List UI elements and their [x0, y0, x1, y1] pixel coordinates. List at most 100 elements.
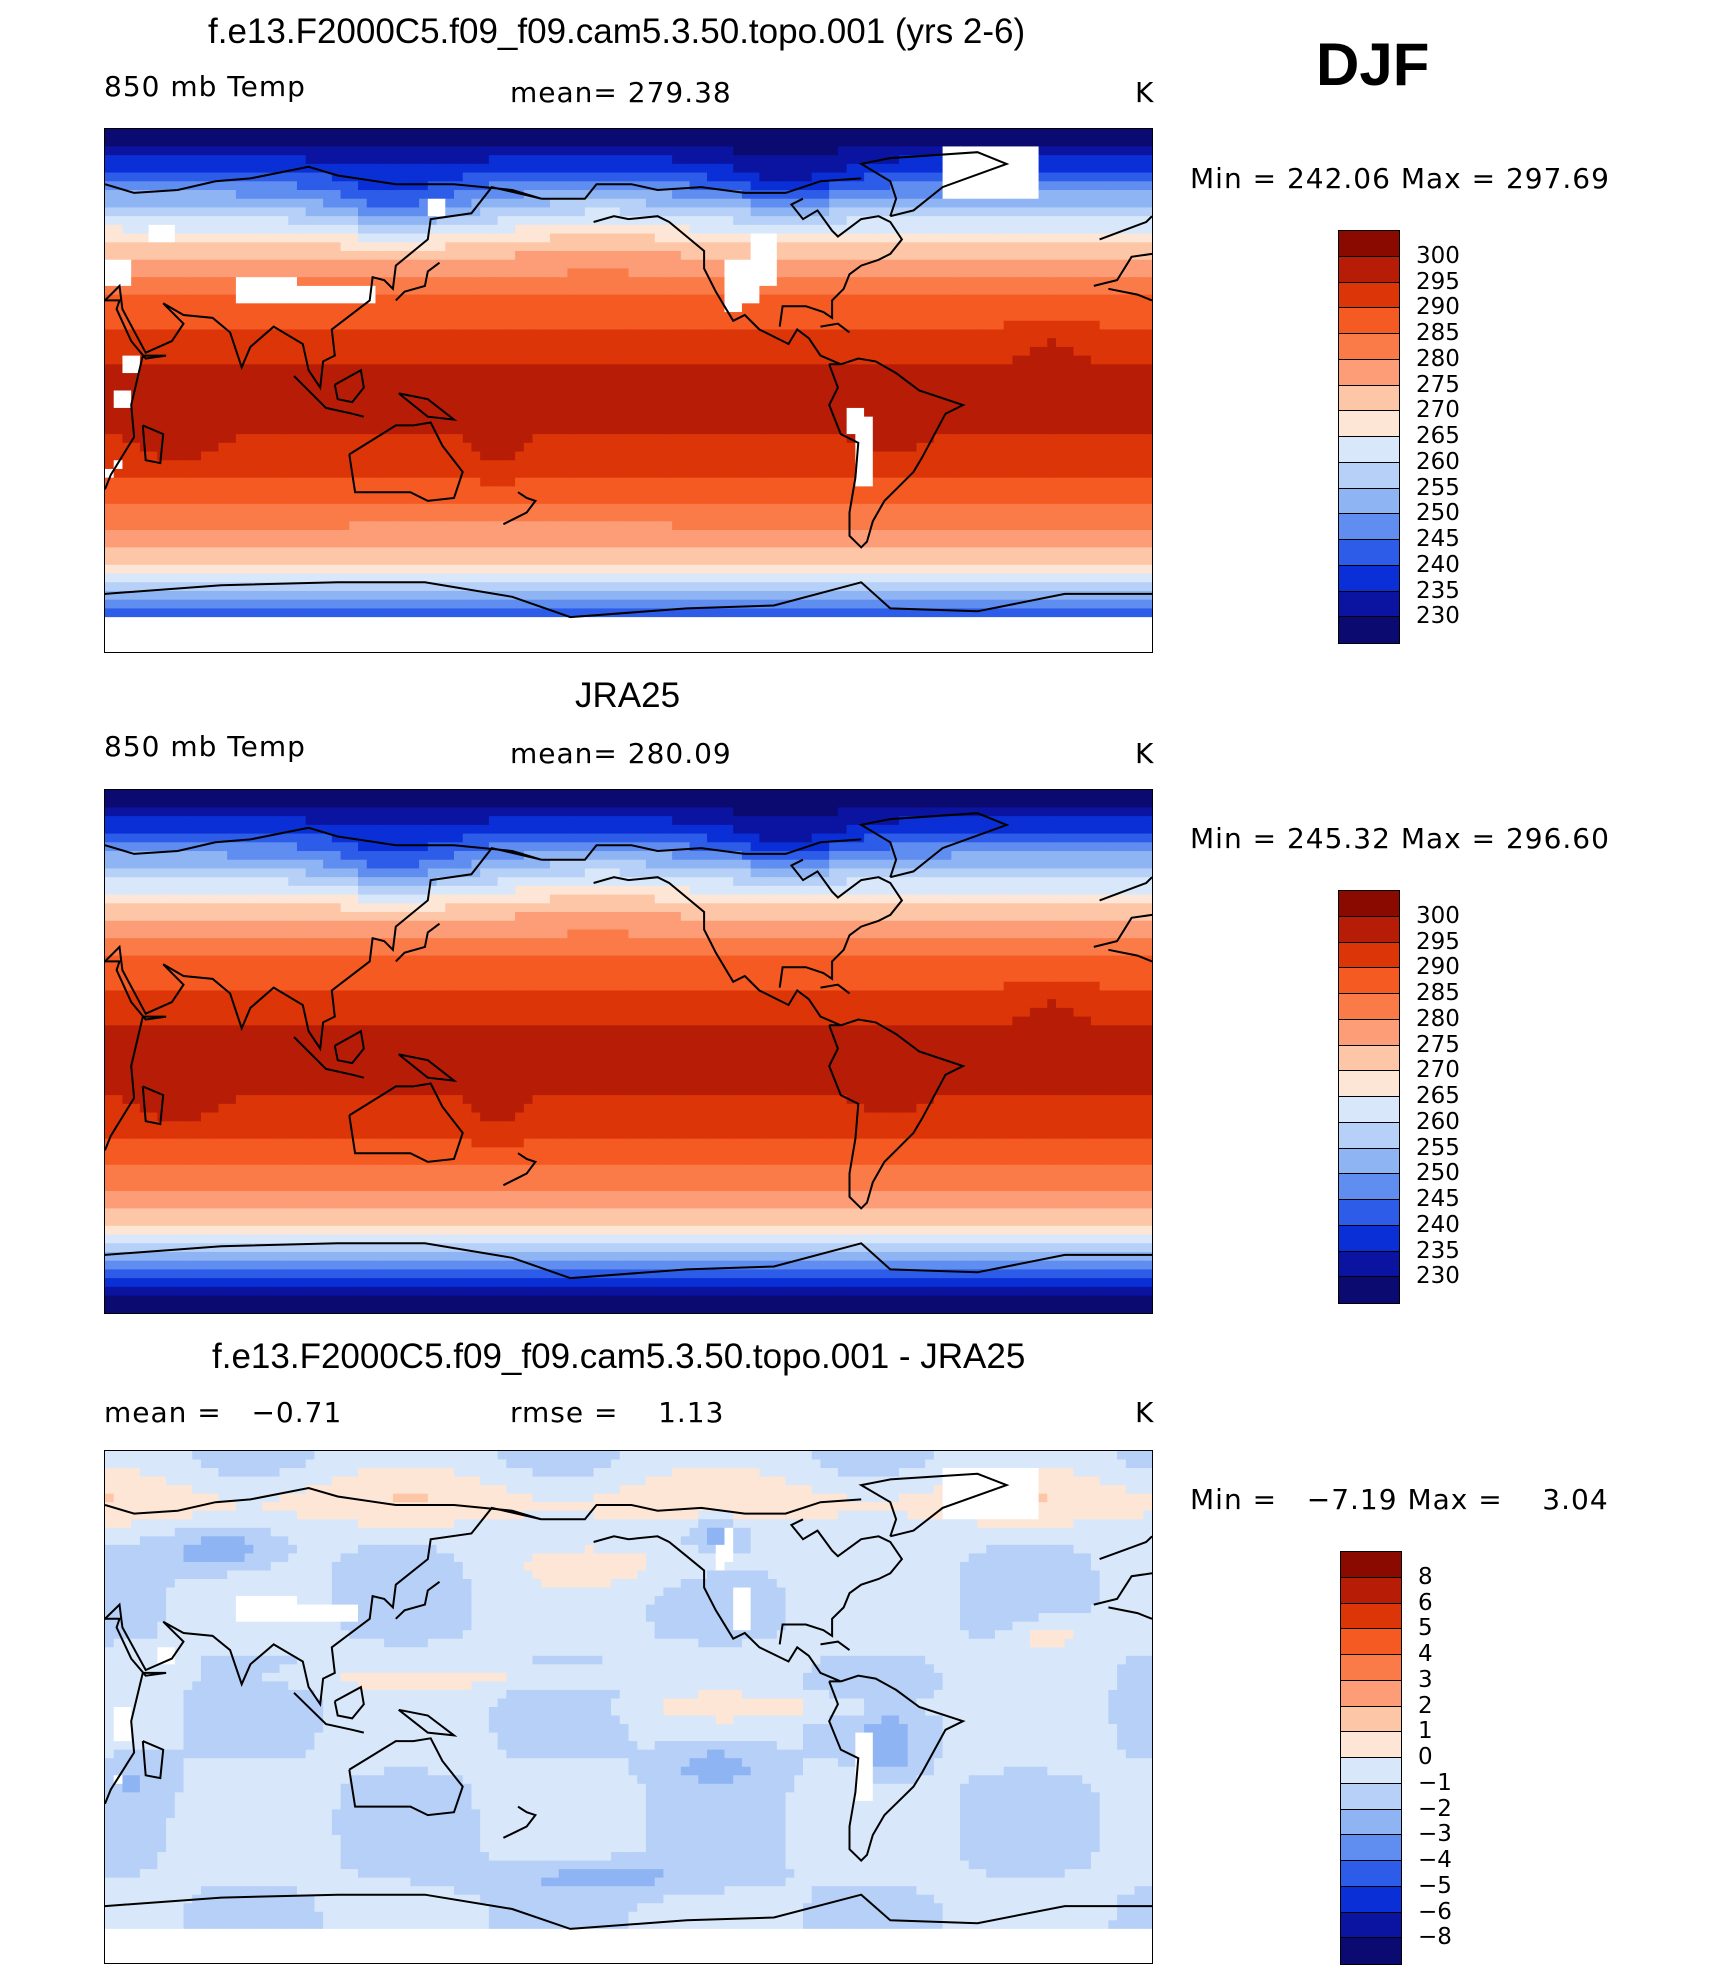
coastline [398, 1053, 458, 1082]
coastline [141, 1740, 165, 1780]
colorbar-swatch [1339, 540, 1399, 566]
colorbar-tick-label: −6 [1418, 1900, 1452, 1924]
panel-3-mean-label: mean = −0.71 [104, 1396, 342, 1429]
colorbar-tick-label: 5 [1418, 1617, 1433, 1640]
coastline [778, 858, 904, 988]
colorbar-swatch [1341, 1655, 1401, 1681]
colorbar-swatch [1339, 1148, 1399, 1175]
colorbar-swatch [1339, 334, 1399, 360]
colorbar-swatch [1341, 1783, 1401, 1810]
colorbar-swatch [1339, 385, 1399, 412]
coastline [593, 876, 842, 1027]
map-svg [105, 129, 1152, 652]
coastline [858, 812, 1010, 879]
panel-2-variable-label: 850 mb Temp [104, 730, 306, 763]
colorbar-tick-label: 265 [1416, 1085, 1460, 1108]
colorbar-swatch [1339, 231, 1399, 257]
colorbar-swatch [1341, 1835, 1401, 1861]
coastline [105, 1486, 542, 1521]
colorbar-swatch [1339, 1071, 1399, 1097]
colorbar-swatch [1339, 282, 1399, 309]
coastline [1093, 913, 1152, 948]
colorbar-tick-label: 0 [1418, 1746, 1433, 1769]
colorbar-tick-label: −1 [1418, 1771, 1452, 1795]
coastline [105, 299, 167, 490]
colorbar-tick-label: −4 [1418, 1849, 1452, 1872]
colorbar-swatch [1339, 1225, 1399, 1252]
coastline [348, 421, 464, 502]
colorbar-swatch [1339, 1019, 1399, 1046]
panel-2-mean-label: mean= 280.09 [510, 737, 732, 770]
colorbar-tick-label: 300 [1416, 904, 1460, 928]
coastline [105, 846, 542, 1052]
coastline [105, 960, 167, 1151]
coastline [141, 424, 165, 465]
panel-3-units-label: K [1135, 1396, 1154, 1429]
colorbar-swatch [1339, 1200, 1399, 1226]
panel-1-units-label: K [1135, 76, 1154, 109]
coastline [1099, 1535, 1152, 1561]
colorbar-tick-label: 1 [1418, 1720, 1433, 1743]
coastline [395, 261, 441, 302]
map-svg [105, 1451, 1152, 1963]
colorbar-swatch [1339, 942, 1399, 969]
coastline [502, 1152, 538, 1187]
coastline [1108, 1606, 1152, 1620]
colorbar-tick-label: 255 [1416, 1136, 1460, 1160]
colorbar-tick-label: 6 [1418, 1591, 1433, 1615]
panel-1-title: f.e13.F2000C5.f09_f09.cam5.3.50.topo.001… [208, 12, 1025, 52]
coastline [395, 922, 441, 963]
coastline [541, 838, 862, 861]
coastline [502, 1805, 538, 1839]
colorbar-tick-label: 295 [1416, 270, 1460, 294]
coastline [105, 581, 1152, 619]
colorbar-tick-label: 255 [1416, 476, 1460, 500]
coastline [828, 1674, 966, 1862]
panel-1-minmax: Min = 242.06 Max = 297.69 [1190, 162, 1610, 195]
coastline [502, 491, 538, 526]
coastline [293, 1692, 365, 1734]
coastline [333, 1685, 365, 1720]
colorbar-swatch [1341, 1680, 1401, 1707]
colorbar-swatch [1341, 1629, 1401, 1655]
coastline [333, 1029, 365, 1065]
colorbar-swatch [1339, 462, 1399, 489]
colorbar-swatch [1339, 994, 1399, 1020]
coastline [828, 357, 966, 549]
colorbar-swatch [1339, 617, 1399, 643]
colorbar-tick-label: −8 [1418, 1926, 1452, 1949]
panel-3-colorbar [1340, 1551, 1402, 1965]
panel-3-rmse-label: rmse = 1.13 [510, 1396, 724, 1429]
colorbar-tick-label: 245 [1416, 1188, 1460, 1211]
colorbar-swatch [1339, 565, 1399, 592]
colorbar-tick-label: 8 [1418, 1565, 1433, 1589]
colorbar-tick-label: 275 [1416, 373, 1460, 397]
colorbar-swatch [1341, 1706, 1401, 1733]
colorbar-swatch [1339, 1174, 1399, 1200]
coastline [858, 151, 1010, 218]
colorbar-tick-label: 230 [1416, 1265, 1460, 1288]
panel-1-variable-label: 850 mb Temp [104, 70, 306, 103]
colorbar-tick-label: −5 [1418, 1874, 1452, 1898]
colorbar-swatch [1339, 1122, 1399, 1149]
colorbar-tick-label: 285 [1416, 322, 1460, 345]
coastline [398, 392, 458, 421]
panel-3-title: f.e13.F2000C5.f09_f09.cam5.3.50.topo.001… [212, 1337, 1025, 1377]
colorbar-tick-label: 270 [1416, 1059, 1460, 1082]
colorbar-tick-label: 250 [1416, 1162, 1460, 1185]
colorbar-swatch [1339, 488, 1399, 515]
coastline [778, 197, 904, 327]
panel-2-minmax: Min = 245.32 Max = 296.60 [1190, 822, 1610, 855]
panel-2-title: JRA25 [575, 676, 680, 716]
coastline [593, 215, 842, 366]
coastline [293, 375, 365, 418]
colorbar-swatch [1341, 1732, 1401, 1758]
colorbar-tick-label: 280 [1416, 1007, 1460, 1031]
colorbar-swatch [1341, 1912, 1401, 1939]
colorbar-tick-label: 300 [1416, 244, 1460, 268]
colorbar-tick-label: 290 [1416, 296, 1460, 319]
panel-1-map [104, 128, 1153, 653]
colorbar-tick-label: 3 [1418, 1668, 1433, 1692]
coastline [395, 1580, 441, 1620]
colorbar-tick-label: −3 [1418, 1823, 1452, 1846]
